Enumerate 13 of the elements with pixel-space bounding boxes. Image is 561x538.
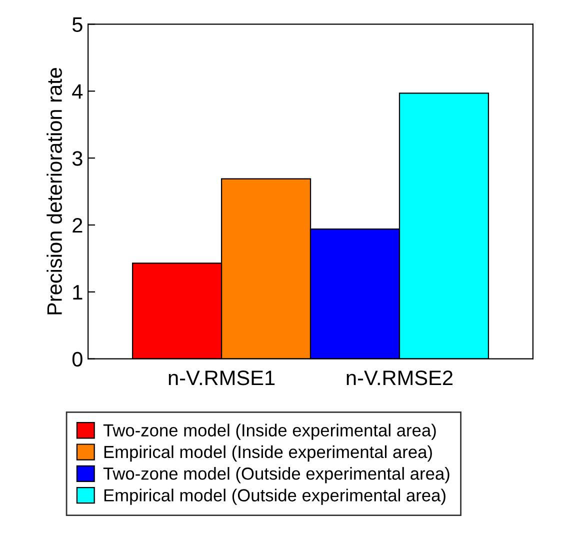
y-axis-title: Precision deterioration rate [46,68,62,314]
x-tick-label: n-V.RMSE2 [346,370,452,386]
legend-label: Two-zone model (Outside experimental area) [103,467,450,484]
y-tick-label: 0 [72,352,82,367]
y-tick-label: 3 [72,151,82,166]
legend-label: Empirical model (Inside experimental area) [104,445,432,462]
y-tick-label: 5 [72,17,82,32]
legend-label: Two-zone model (Inside experimental area) [103,424,436,440]
y-tick-label: 1 [73,285,82,300]
y-tick-label: 2 [72,218,82,233]
legend-label: Empirical model (Outside experimental area) [104,488,446,505]
x-tick-label: n-V.RMSE1 [168,370,275,386]
y-tick-label: 4 [72,84,83,99]
